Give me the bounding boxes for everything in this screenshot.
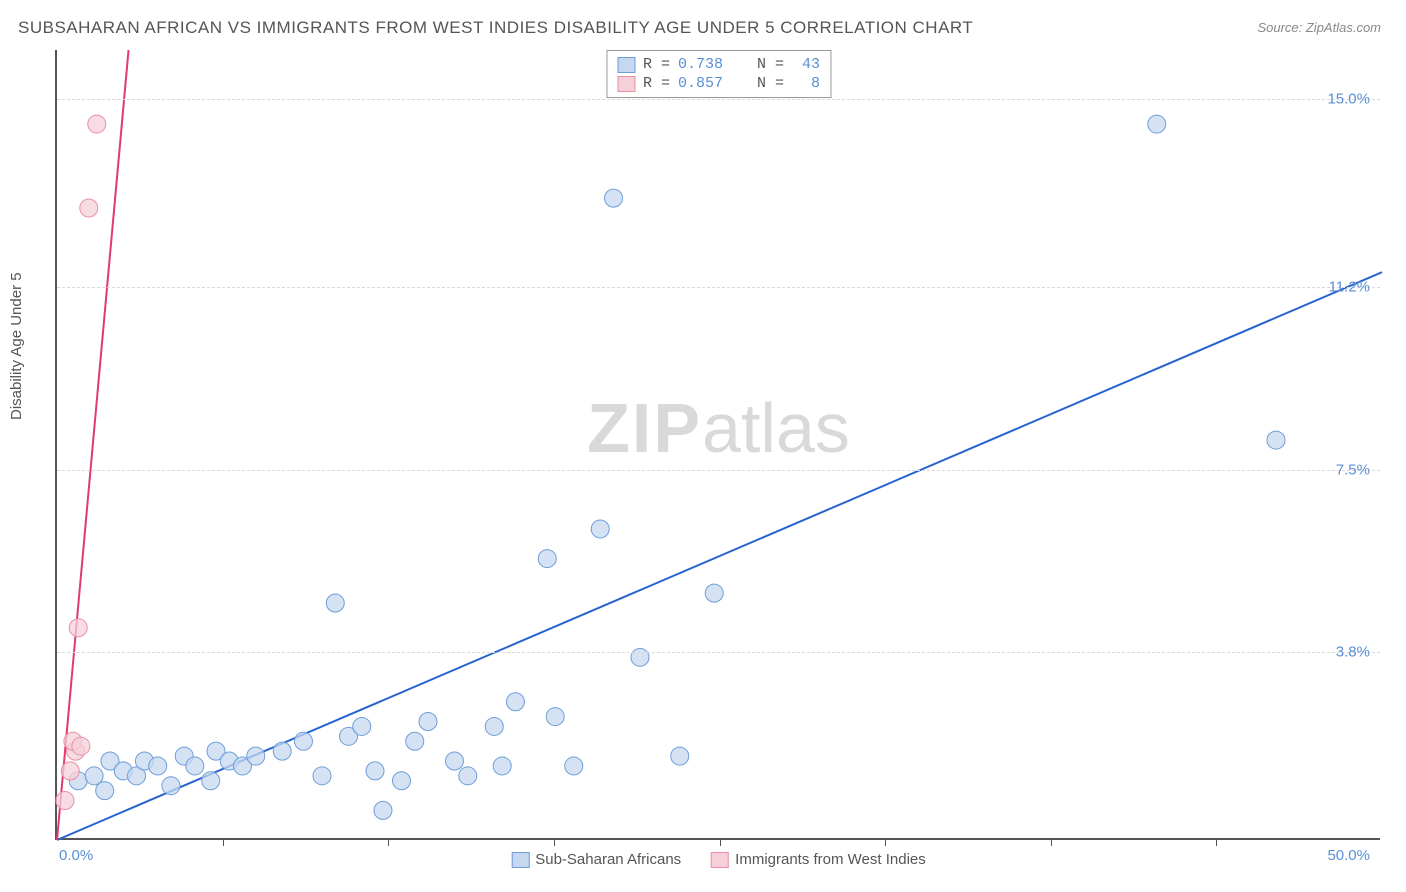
data-point: [273, 742, 291, 760]
data-point: [493, 757, 511, 775]
legend-r-value: 0.857: [678, 75, 723, 92]
legend-n-value: 43: [792, 56, 820, 73]
data-point: [393, 772, 411, 790]
data-point: [85, 767, 103, 785]
x-label-min: 0.0%: [59, 847, 93, 864]
y-axis-label: Disability Age Under 5: [8, 272, 25, 420]
legend-r-label: R =: [643, 56, 670, 73]
legend-swatch-icon: [617, 76, 635, 92]
data-point: [80, 199, 98, 217]
data-point: [671, 747, 689, 765]
data-point: [538, 550, 556, 568]
x-tick: [223, 838, 224, 846]
gridline: [57, 99, 1380, 100]
data-point: [56, 792, 74, 810]
data-point: [353, 717, 371, 735]
legend-r-value: 0.738: [678, 56, 723, 73]
data-point: [565, 757, 583, 775]
data-point: [326, 594, 344, 612]
data-point: [162, 777, 180, 795]
legend-series-item: Sub-Saharan Africans: [511, 851, 681, 868]
legend-swatch-icon: [711, 852, 729, 868]
y-tick-label: 3.8%: [1336, 644, 1370, 661]
legend-swatch-icon: [511, 852, 529, 868]
data-point: [705, 584, 723, 602]
data-point: [149, 757, 167, 775]
data-point: [446, 752, 464, 770]
data-point: [69, 619, 87, 637]
data-point: [186, 757, 204, 775]
legend-n-label: N =: [757, 75, 784, 92]
x-tick: [1216, 838, 1217, 846]
source-label: Source: ZipAtlas.com: [1257, 20, 1381, 35]
x-tick: [388, 838, 389, 846]
legend-stats-row: R = 0.857 N = 8: [617, 74, 820, 93]
data-point: [1148, 115, 1166, 133]
data-point: [72, 737, 90, 755]
legend-n-label: N =: [757, 56, 784, 73]
data-point: [247, 747, 265, 765]
legend-series: Sub-Saharan Africans Immigrants from West…: [511, 851, 926, 868]
legend-series-label: Sub-Saharan Africans: [535, 851, 681, 868]
data-point: [61, 762, 79, 780]
legend-n-value: 8: [792, 75, 820, 92]
gridline: [57, 470, 1380, 471]
legend-series-label: Immigrants from West Indies: [735, 851, 926, 868]
x-tick: [720, 838, 721, 846]
data-point: [202, 772, 220, 790]
data-point: [591, 520, 609, 538]
y-tick-label: 15.0%: [1327, 91, 1370, 108]
legend-stats: R = 0.738 N = 43 R = 0.857 N = 8: [606, 50, 831, 98]
x-tick: [885, 838, 886, 846]
data-point: [485, 717, 503, 735]
data-point: [419, 713, 437, 731]
x-tick: [554, 838, 555, 846]
gridline: [57, 652, 1380, 653]
data-point: [313, 767, 331, 785]
legend-stats-row: R = 0.738 N = 43: [617, 55, 820, 74]
y-tick-label: 11.2%: [1329, 279, 1370, 296]
chart-title: SUBSAHARAN AFRICAN VS IMMIGRANTS FROM WE…: [18, 18, 973, 38]
data-point: [366, 762, 384, 780]
data-point: [96, 782, 114, 800]
legend-r-label: R =: [643, 75, 670, 92]
x-tick: [1051, 838, 1052, 846]
plot-area: ZIPatlas R =0.738 N =43R =0.857 N =8 0.0…: [55, 50, 1380, 840]
data-point: [459, 767, 477, 785]
y-tick-label: 7.5%: [1336, 461, 1370, 478]
data-point: [1267, 431, 1285, 449]
legend-swatch-icon: [617, 57, 635, 73]
data-point: [546, 708, 564, 726]
data-point: [406, 732, 424, 750]
trend-line: [57, 50, 129, 840]
data-point: [374, 801, 392, 819]
chart-svg: [57, 50, 1380, 838]
data-point: [88, 115, 106, 133]
data-point: [506, 693, 524, 711]
data-point: [605, 189, 623, 207]
legend-series-item: Immigrants from West Indies: [711, 851, 926, 868]
data-point: [631, 648, 649, 666]
x-label-max: 50.0%: [1327, 847, 1370, 864]
data-point: [294, 732, 312, 750]
gridline: [57, 287, 1380, 288]
